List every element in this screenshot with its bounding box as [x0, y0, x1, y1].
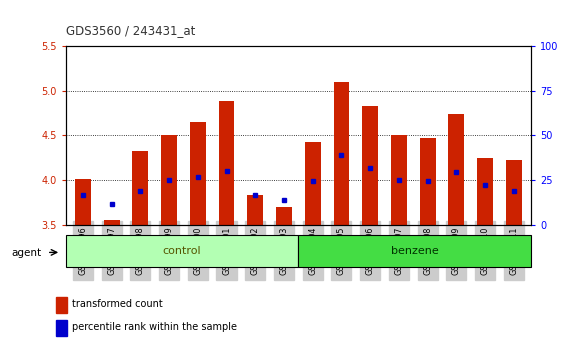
Bar	[448, 114, 464, 225]
Bar	[276, 207, 292, 225]
Bar	[132, 152, 148, 225]
Bar	[190, 122, 206, 225]
Text: percentile rank within the sample: percentile rank within the sample	[72, 322, 237, 332]
Bar	[362, 106, 378, 225]
Bar	[305, 142, 320, 225]
Bar	[391, 135, 407, 225]
Bar	[247, 195, 263, 225]
Text: GDS3560 / 243431_at: GDS3560 / 243431_at	[66, 24, 195, 37]
Bar	[75, 179, 91, 225]
Bar	[420, 138, 436, 225]
Bar	[104, 220, 119, 225]
Bar	[56, 320, 67, 336]
Bar	[477, 158, 493, 225]
Text: control: control	[163, 246, 202, 256]
Bar	[161, 135, 177, 225]
Text: transformed count: transformed count	[72, 299, 163, 309]
Bar	[219, 102, 235, 225]
Text: benzene: benzene	[391, 246, 439, 256]
Bar	[333, 82, 349, 225]
Bar	[298, 235, 531, 267]
Bar	[506, 160, 522, 225]
Bar	[56, 297, 67, 313]
Text: agent: agent	[11, 248, 42, 258]
Bar	[66, 235, 298, 267]
